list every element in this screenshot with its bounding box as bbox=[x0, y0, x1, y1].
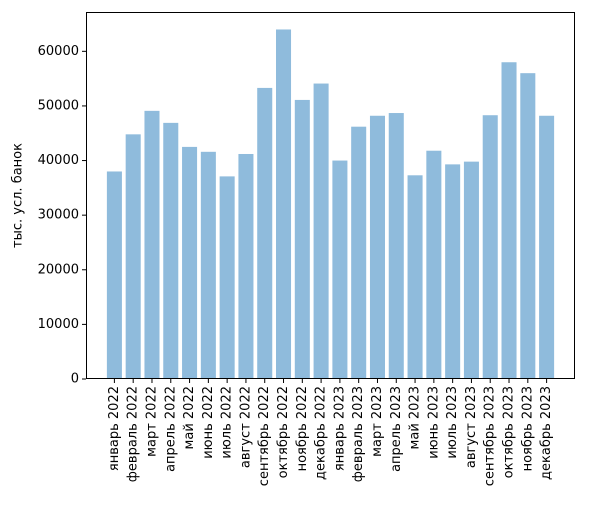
x-tick-label-17: июнь 2023 bbox=[426, 386, 441, 459]
bar-15 bbox=[388, 113, 404, 379]
x-tick-label-12: январь 2023 bbox=[332, 386, 347, 471]
bar-16 bbox=[407, 175, 423, 379]
x-tick-label-3: апрель 2022 bbox=[163, 386, 178, 472]
bar-2 bbox=[144, 110, 160, 379]
y-tick-label-3: 30000 bbox=[38, 208, 79, 223]
bar-3 bbox=[163, 122, 179, 379]
y-tick-label-0: 0 bbox=[71, 372, 79, 387]
bar-1 bbox=[125, 134, 141, 379]
x-tick-label-1: февраль 2022 bbox=[126, 386, 141, 482]
x-tick-label-5: июнь 2022 bbox=[201, 386, 216, 459]
y-tick-label-2: 20000 bbox=[38, 262, 79, 277]
bar-0 bbox=[106, 171, 122, 379]
y-axis: 0 10000 20000 30000 40000 50000 60000 bbox=[38, 44, 86, 387]
x-tick-label-15: апрель 2023 bbox=[389, 386, 404, 472]
bar-18 bbox=[445, 164, 461, 379]
plot-frame bbox=[86, 12, 575, 379]
x-tick-label-8: сентябрь 2022 bbox=[257, 386, 272, 486]
bar-9 bbox=[276, 29, 292, 379]
y-tick-label-5: 50000 bbox=[38, 98, 79, 113]
x-tick-label-10: ноябрь 2022 bbox=[295, 386, 310, 471]
bar-4 bbox=[182, 146, 198, 379]
x-tick-label-20: сентябрь 2023 bbox=[483, 386, 498, 486]
bar-5 bbox=[200, 151, 216, 379]
bar-12 bbox=[332, 160, 348, 379]
x-tick-label-19: август 2023 bbox=[464, 386, 479, 468]
x-tick-label-4: май 2022 bbox=[182, 386, 197, 449]
bar-11 bbox=[313, 83, 329, 379]
bar-6 bbox=[219, 176, 235, 379]
x-tick-label-6: июль 2022 bbox=[220, 386, 235, 459]
x-tick-label-13: февраль 2023 bbox=[351, 386, 366, 482]
bar-19 bbox=[463, 161, 479, 379]
y-tick-label-4: 40000 bbox=[38, 153, 79, 168]
bar-13 bbox=[351, 126, 367, 379]
bars-group bbox=[106, 29, 555, 380]
bar-8 bbox=[257, 87, 273, 379]
x-tick-label-2: март 2022 bbox=[144, 386, 159, 457]
y-axis-label: тыс. усл. банок bbox=[11, 143, 26, 248]
x-axis: январь 2022 февраль 2022 март 2022 апрель 2… bbox=[107, 379, 554, 486]
y-tick-label-1: 10000 bbox=[38, 317, 79, 332]
x-tick-label-7: август 2022 bbox=[238, 386, 253, 468]
x-tick-label-0: январь 2022 bbox=[107, 386, 122, 471]
y-tick-label-6: 60000 bbox=[38, 44, 79, 59]
x-tick-label-9: октябрь 2022 bbox=[276, 386, 291, 478]
x-tick-label-11: декабрь 2022 bbox=[314, 386, 329, 480]
x-tick-label-14: март 2023 bbox=[370, 386, 385, 457]
bar-22 bbox=[520, 73, 536, 380]
x-tick-label-21: октябрь 2023 bbox=[502, 386, 517, 478]
bar-21 bbox=[501, 62, 517, 379]
x-tick-label-23: декабрь 2023 bbox=[539, 386, 554, 480]
x-tick-label-18: июль 2023 bbox=[445, 386, 460, 459]
bar-14 bbox=[369, 115, 385, 379]
bar-20 bbox=[482, 115, 498, 379]
x-tick-label-16: май 2023 bbox=[408, 386, 423, 449]
bar-17 bbox=[426, 150, 442, 379]
bar-10 bbox=[294, 99, 310, 379]
bar-23 bbox=[539, 115, 555, 379]
x-tick-label-22: ноябрь 2023 bbox=[520, 386, 535, 471]
bar-7 bbox=[238, 153, 254, 379]
